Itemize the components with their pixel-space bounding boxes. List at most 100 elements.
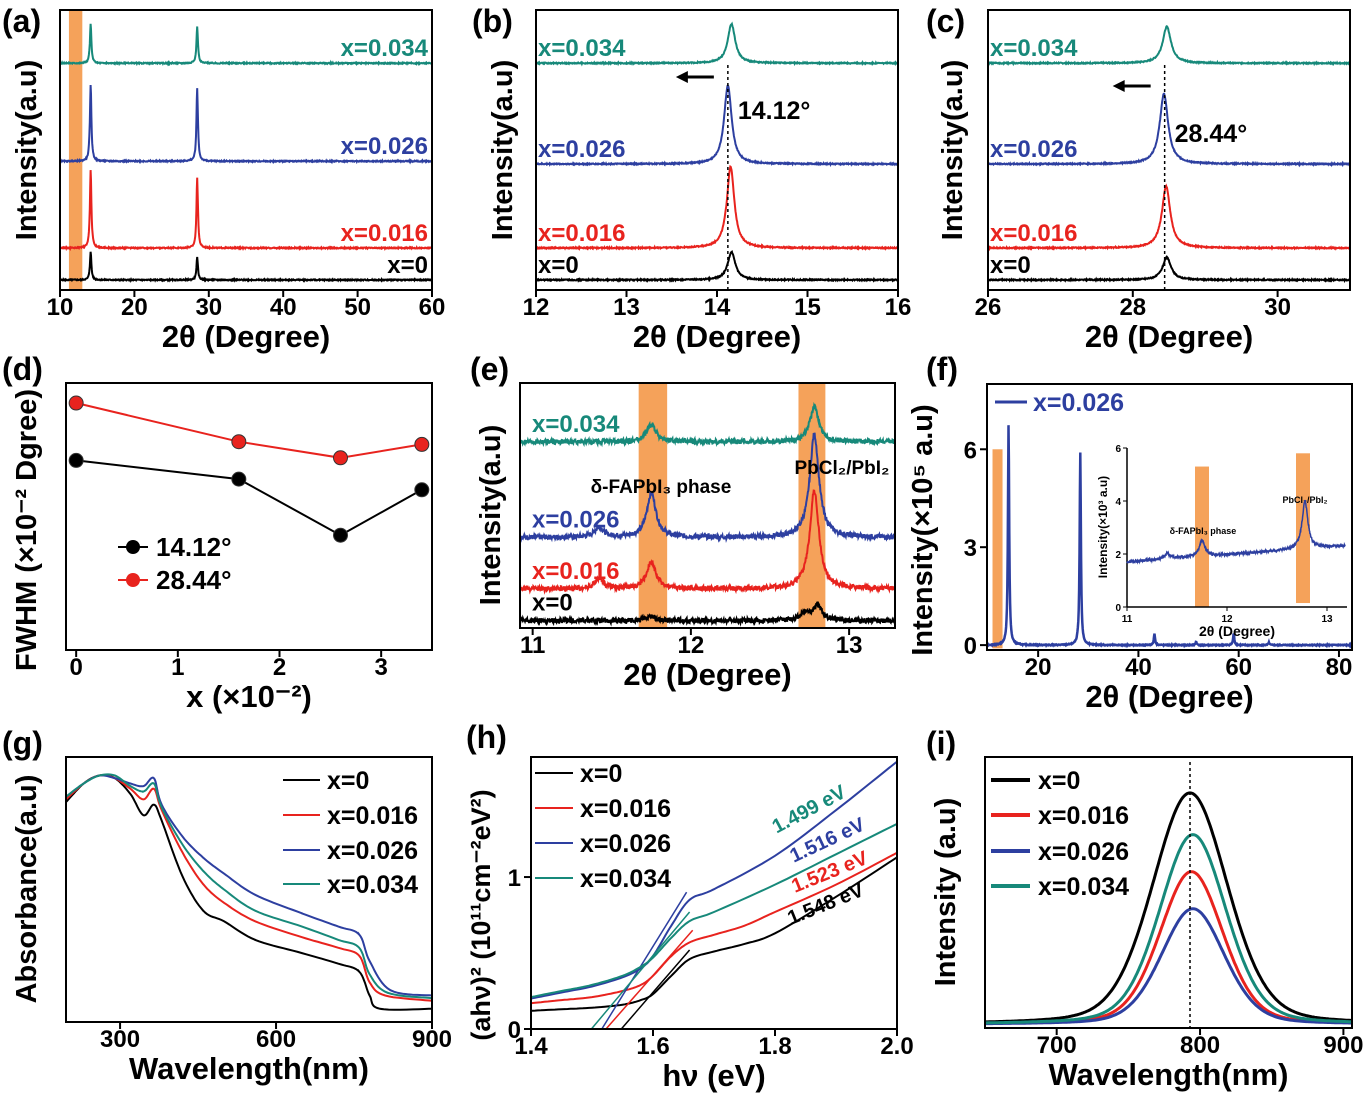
x-tick-label: 13 [836, 632, 863, 659]
y-axis-label: Intensity(a.u) [937, 60, 969, 240]
legend-label: x=0.026 [580, 830, 671, 858]
legend-label: x=0.026 [1038, 838, 1129, 866]
x-tick-label: 11 [1122, 614, 1133, 625]
series-line [520, 601, 895, 627]
legend-label: x=0.026 [327, 837, 418, 865]
series-line [520, 489, 895, 595]
plot-area [60, 10, 432, 290]
panel-label: (b) [472, 3, 513, 39]
series-line [66, 773, 432, 1000]
x-axis-label: 2θ (Degree) [1085, 319, 1253, 354]
series-line [60, 23, 432, 67]
data-point [68, 452, 84, 468]
plot-area [987, 425, 1352, 649]
panel-a: 10 20 30 40 50 60 2θ (Degree) Intensity(a.u) (a)… [2, 3, 445, 354]
plot-area [985, 791, 1352, 1026]
data-point [414, 436, 430, 452]
y-tick-label: 0 [508, 1017, 521, 1044]
legend-label: x=0.016 [580, 795, 671, 823]
legend-label: x=0 [327, 767, 369, 795]
x-tick-label: 2 [273, 654, 286, 681]
x-tick-label: 60 [1225, 654, 1252, 681]
legend-label: x=0.016 [327, 802, 418, 830]
series-label: x=0.034 [538, 35, 626, 62]
axes-frame [65, 756, 433, 1023]
series-label: x=0.026 [532, 506, 619, 533]
series-line [536, 250, 898, 283]
series-line [520, 401, 895, 448]
x-tick-label: 800 [1180, 1032, 1220, 1059]
panel-label: (f) [926, 351, 958, 387]
series-line [985, 791, 1352, 1024]
x-tick-label: 2.0 [880, 1033, 913, 1060]
series-label: x=0.026 [538, 136, 625, 163]
y-axis-label: Intensity(a.u) [475, 425, 507, 605]
data-point [333, 450, 348, 466]
series-line [988, 255, 1350, 284]
arrow-head-icon [1112, 80, 1125, 92]
x-tick-label: 30 [195, 294, 222, 321]
tangent-line [605, 929, 694, 1029]
series-line [60, 84, 432, 165]
highlight-band [992, 449, 1003, 649]
x-axis-label: Wavelength(nm) [1049, 1057, 1289, 1092]
panel-h: 1.4 1.6 1.8 2.0 0 1 hν (eV) (ahν)² (10¹¹cm⁻²eV²… [466, 719, 914, 1093]
x-tick-label: 40 [1125, 654, 1152, 681]
series-line [76, 459, 423, 537]
x-tick-label: 1.4 [514, 1033, 548, 1060]
series-line [985, 907, 1352, 1026]
panel-e: 11 12 13 2θ (Degree) Intensity(a.u) (e) x=0 x=0… [470, 351, 896, 692]
axes-frame [984, 756, 1353, 1029]
highlight-band [1296, 453, 1310, 604]
series-line [985, 833, 1352, 1025]
series-line [988, 183, 1350, 252]
plot-area [520, 383, 895, 628]
x-tick-label: 12 [523, 294, 550, 321]
plot-area [531, 760, 897, 1029]
y-axis-label: Absorbance(a.u) [11, 775, 43, 1004]
panel-label: (g) [2, 725, 43, 761]
plot-area [536, 21, 898, 290]
series-label: x=0.016 [990, 220, 1077, 247]
series-line [531, 823, 897, 999]
series-line [988, 92, 1350, 168]
series-label: x=0.034 [990, 35, 1078, 62]
series-label: x=0.016 [538, 220, 625, 247]
axes-frame [519, 382, 896, 629]
data-point [414, 482, 430, 498]
series-line [536, 21, 898, 67]
y-tick-label: 6 [1115, 444, 1121, 455]
y-tick-label: 6 [964, 437, 977, 464]
y-tick-label: 2 [1115, 550, 1121, 561]
tangent-line [601, 891, 688, 1029]
axes-frame [986, 383, 1353, 651]
panel-label: (e) [470, 351, 509, 387]
y-tick-label: 4 [1115, 497, 1121, 508]
data-point [68, 395, 84, 411]
x-tick-label: 40 [270, 294, 297, 321]
x-axis-label: 2θ (Degree) [623, 657, 791, 692]
x-tick-label: 30 [1264, 294, 1291, 321]
x-axis-label: 2θ (Degree) [633, 319, 801, 354]
x-tick-label: 12 [1221, 614, 1233, 625]
series-line [987, 425, 1352, 649]
tangent-line [590, 911, 691, 1029]
y-axis-label: Intensity (a.u) [930, 798, 962, 987]
x-tick-label: 600 [256, 1026, 296, 1053]
highlight-band [638, 383, 668, 628]
series-line [531, 851, 897, 1005]
panel-c: 26 28 30 2θ (Degree) Intensity(a.u) (c) x=0 x=0… [926, 3, 1351, 354]
panel-g: 300 600 900 Wavelength(nm) Absorbance(a.u) (g… [2, 725, 452, 1086]
panel-d: 0 1 2 3 x (×10⁻²) FWHM (×10⁻² Dgree)(d) 14.12°… [2, 351, 433, 714]
x-tick-label: 50 [344, 294, 371, 321]
x-tick-label: 900 [412, 1026, 452, 1053]
arrow-head-icon [675, 71, 688, 83]
series-label: x=0.026 [341, 133, 428, 160]
band-label: PbCl₂/PbI₂ [795, 458, 890, 479]
legend-marker [126, 540, 140, 554]
x-tick-label: 20 [121, 294, 148, 321]
x-tick-label: 11 [520, 632, 545, 659]
legend-label: 28.44° [156, 565, 231, 595]
